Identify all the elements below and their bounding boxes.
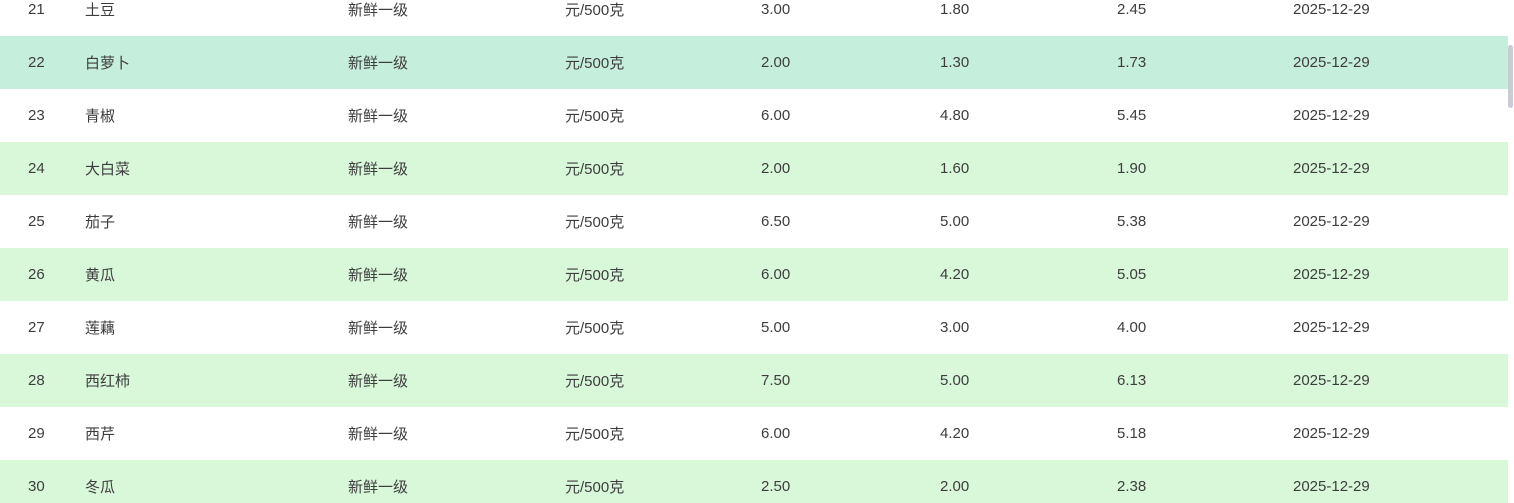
cell-min-price: 1.30 [940,54,970,71]
cell-product-name: 青椒 [85,108,116,125]
cell-unit: 元/500克 [565,108,625,125]
cell-avg-price: 2.45 [1117,1,1147,18]
cell-publish-date: 2025-12-29 [1293,425,1370,442]
table-row[interactable]: 30 冬瓜 新鲜一级 元/500克 2.50 2.00 2.38 2025-12-29 [0,460,1508,503]
table-row[interactable]: 27 莲藕 新鲜一级 元/500克 5.00 3.00 4.00 2025-12-29 [0,301,1508,354]
cell-unit: 元/500克 [565,426,625,443]
cell-publish-date: 2025-12-29 [1293,319,1370,336]
cell-product-name: 莲藕 [85,320,116,337]
cell-grade: 新鲜一级 [348,161,409,178]
cell-max-price: 7.50 [761,372,791,389]
cell-max-price: 2.50 [761,478,791,495]
cell-index: 23 [28,107,45,124]
cell-min-price: 5.00 [940,372,970,389]
table-row[interactable]: 22 白萝卜 新鲜一级 元/500克 2.00 1.30 1.73 2025-12-29 [0,36,1508,89]
table-row[interactable]: 21 土豆 新鲜一级 元/500克 3.00 1.80 2.45 2025-12-29 [0,0,1508,36]
cell-product-name: 西芹 [85,426,116,443]
cell-index: 30 [28,478,45,495]
cell-max-price: 6.00 [761,107,791,124]
cell-min-price: 4.80 [940,107,970,124]
cell-max-price: 3.00 [761,1,791,18]
cell-product-name: 黄瓜 [85,267,116,284]
cell-publish-date: 2025-12-29 [1293,107,1370,124]
cell-avg-price: 6.13 [1117,372,1147,389]
cell-max-price: 6.00 [761,266,791,283]
cell-max-price: 2.00 [761,54,791,71]
cell-unit: 元/500克 [565,320,625,337]
table-row[interactable]: 23 青椒 新鲜一级 元/500克 6.00 4.80 5.45 2025-12-29 [0,89,1508,142]
table-row[interactable]: 29 西芹 新鲜一级 元/500克 6.00 4.20 5.18 2025-12-29 [0,407,1508,460]
cell-avg-price: 4.00 [1117,319,1147,336]
cell-min-price: 4.20 [940,425,970,442]
cell-min-price: 5.00 [940,213,970,230]
cell-index: 28 [28,372,45,389]
cell-publish-date: 2025-12-29 [1293,54,1370,71]
cell-publish-date: 2025-12-29 [1293,1,1370,18]
cell-avg-price: 2.38 [1117,478,1147,495]
cell-publish-date: 2025-12-29 [1293,372,1370,389]
cell-index: 29 [28,425,45,442]
cell-grade: 新鲜一级 [348,2,409,19]
cell-min-price: 1.60 [940,160,970,177]
table-row[interactable]: 26 黄瓜 新鲜一级 元/500克 6.00 4.20 5.05 2025-12-29 [0,248,1508,301]
cell-unit: 元/500克 [565,479,625,496]
cell-publish-date: 2025-12-29 [1293,266,1370,283]
cell-unit: 元/500克 [565,214,625,231]
table-row[interactable]: 24 大白菜 新鲜一级 元/500克 2.00 1.60 1.90 2025-12-29 [0,142,1508,195]
cell-max-price: 6.50 [761,213,791,230]
cell-publish-date: 2025-12-29 [1293,478,1370,495]
cell-grade: 新鲜一级 [348,320,409,337]
vertical-scrollbar-track[interactable] [1508,0,1514,503]
cell-index: 26 [28,266,45,283]
cell-product-name: 冬瓜 [85,479,116,496]
cell-avg-price: 5.38 [1117,213,1147,230]
cell-unit: 元/500克 [565,161,625,178]
cell-avg-price: 1.73 [1117,54,1147,71]
cell-product-name: 西红柿 [85,373,131,390]
cell-index: 21 [28,1,45,18]
cell-min-price: 3.00 [940,319,970,336]
cell-index: 25 [28,213,45,230]
cell-unit: 元/500克 [565,267,625,284]
cell-publish-date: 2025-12-29 [1293,160,1370,177]
cell-product-name: 茄子 [85,214,116,231]
cell-product-name: 白萝卜 [85,55,131,72]
cell-unit: 元/500克 [565,2,625,19]
cell-unit: 元/500克 [565,55,625,72]
cell-min-price: 2.00 [940,478,970,495]
cell-avg-price: 1.90 [1117,160,1147,177]
cell-min-price: 1.80 [940,1,970,18]
cell-product-name: 土豆 [85,2,116,19]
cell-index: 22 [28,54,45,71]
table-row[interactable]: 28 西红柿 新鲜一级 元/500克 7.50 5.00 6.13 2025-12-29 [0,354,1508,407]
cell-index: 27 [28,319,45,336]
cell-avg-price: 5.45 [1117,107,1147,124]
cell-avg-price: 5.18 [1117,425,1147,442]
cell-grade: 新鲜一级 [348,426,409,443]
cell-grade: 新鲜一级 [348,55,409,72]
cell-grade: 新鲜一级 [348,108,409,125]
cell-grade: 新鲜一级 [348,214,409,231]
vertical-scrollbar-thumb[interactable] [1508,45,1513,108]
cell-min-price: 4.20 [940,266,970,283]
cell-max-price: 2.00 [761,160,791,177]
cell-grade: 新鲜一级 [348,267,409,284]
cell-max-price: 6.00 [761,425,791,442]
cell-index: 24 [28,160,45,177]
table-row[interactable]: 25 茄子 新鲜一级 元/500克 6.50 5.00 5.38 2025-12-29 [0,195,1508,248]
cell-unit: 元/500克 [565,373,625,390]
cell-grade: 新鲜一级 [348,479,409,496]
cell-product-name: 大白菜 [85,161,131,178]
cell-publish-date: 2025-12-29 [1293,213,1370,230]
cell-grade: 新鲜一级 [348,373,409,390]
cell-max-price: 5.00 [761,319,791,336]
cell-avg-price: 5.05 [1117,266,1147,283]
